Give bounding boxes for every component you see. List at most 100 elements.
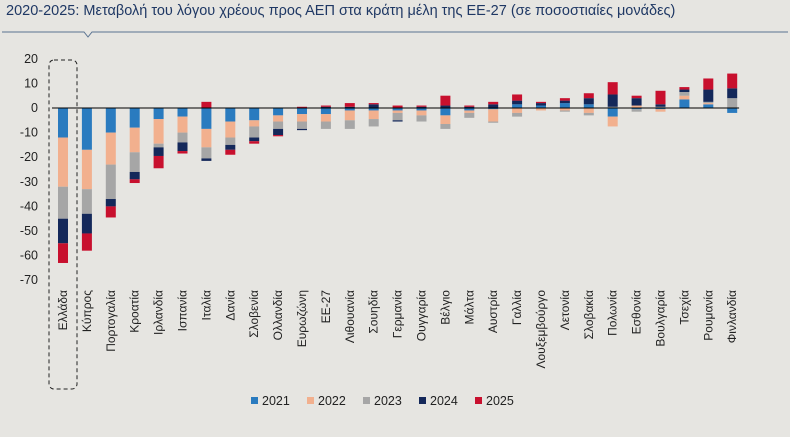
bar-segment: [153, 155, 164, 169]
bar-segment: [583, 104, 594, 108]
bar-segment: [559, 98, 570, 101]
y-tick-label: -70: [20, 273, 38, 287]
bar-segment: [105, 206, 116, 218]
bar-segment: [297, 121, 307, 129]
y-tick-label: -20: [20, 150, 38, 164]
bar-segment: [153, 143, 164, 148]
category-label: ΕΕ-27: [319, 290, 333, 324]
chart-title: 2020-2025: Μεταβολή του λόγου χρέους προ…: [6, 3, 676, 19]
bar-segment: [153, 108, 164, 120]
bar-segment: [368, 108, 379, 111]
bar-segment: [464, 112, 475, 118]
bar-segment: [344, 103, 355, 107]
bar-segment: [727, 73, 738, 89]
bar-segment: [583, 108, 594, 113]
bar-segment: [297, 106, 307, 108]
legend-label: 2024: [430, 394, 458, 408]
bar-segment: [320, 114, 331, 122]
bar-segment: [273, 108, 284, 116]
bar-segment: [344, 120, 355, 129]
bar-segment: [344, 108, 355, 111]
bar-segment: [177, 151, 188, 154]
bar-segment: [320, 105, 331, 107]
bar-segment: [583, 98, 594, 105]
bar-segment: [464, 108, 475, 111]
bar-segment: [583, 112, 594, 116]
bar-segment: [81, 108, 92, 150]
bar-segment: [344, 106, 355, 108]
bar-segment: [392, 110, 403, 113]
bar-segment: [631, 109, 642, 112]
bar-segment: [249, 137, 260, 142]
bar-segment: [416, 108, 427, 111]
bar-segment: [81, 233, 92, 251]
bar-segment: [559, 108, 570, 111]
bar-segment: [631, 108, 642, 110]
category-label: Αυστρία: [486, 290, 500, 333]
bar-segment: [225, 144, 236, 150]
bar-segment: [129, 171, 140, 180]
bar-segment: [416, 110, 427, 116]
bar-segment: [105, 108, 116, 133]
bar-segment: [81, 189, 92, 214]
bar-segment: [440, 95, 451, 106]
category-label: Λιθουανία: [343, 290, 357, 343]
bar-segment: [153, 147, 164, 156]
bar-segment: [273, 135, 284, 137]
bar-segment: [249, 108, 260, 121]
bar-segment: [703, 89, 714, 102]
bar-segment: [58, 108, 68, 138]
bar-segment: [679, 99, 690, 108]
legend-label: 2021: [262, 394, 290, 408]
bar-segment: [488, 104, 499, 108]
bar-segment: [727, 98, 738, 108]
bar-segment: [177, 116, 188, 133]
bar-segment: [177, 108, 188, 117]
category-label: Πορτογαλία: [104, 290, 118, 352]
bar-segment: [201, 158, 212, 161]
bar-segment: [249, 120, 260, 127]
bar-segment: [201, 108, 212, 129]
bar-segment: [512, 94, 523, 101]
bar-segment: [440, 123, 451, 129]
bar-segment: [703, 101, 714, 104]
bar-segment: [512, 100, 523, 105]
bar-segment: [368, 104, 379, 108]
category-label: Σλοβακία: [582, 290, 596, 339]
bar-segment: [297, 114, 307, 122]
bar-segment: [225, 137, 236, 145]
bar-segment: [536, 105, 546, 108]
bar-segment: [440, 105, 451, 108]
bar-segment: [201, 128, 212, 148]
category-label: Κροατία: [128, 290, 142, 333]
bar-segment: [536, 101, 546, 104]
bar-segment: [105, 164, 116, 200]
bar-segment: [129, 152, 140, 172]
bar-segment: [607, 116, 618, 127]
category-label: Ελλάδα: [56, 290, 70, 330]
bar-segment: [177, 132, 188, 143]
bar-segment: [58, 186, 68, 219]
bar-segment: [416, 115, 427, 122]
y-tick-label: 20: [24, 52, 38, 66]
bar-segment: [440, 108, 451, 116]
bar-segment: [320, 106, 331, 108]
y-tick-label: -60: [20, 249, 38, 263]
bar-segment: [703, 104, 714, 108]
bar-segment: [392, 112, 403, 121]
y-tick-label: -40: [20, 199, 38, 213]
bar-segment: [129, 179, 140, 184]
bar-segment: [368, 119, 379, 127]
legend-swatch: [419, 397, 426, 404]
bar-segment: [488, 101, 499, 105]
category-label: Βουλγαρία: [654, 290, 668, 347]
bar-segment: [249, 141, 260, 144]
category-label: Δανία: [223, 290, 237, 321]
category-label: Βέλγιο: [438, 290, 452, 325]
category-label: Ρουμανία: [701, 290, 715, 341]
category-label: Κύπρος: [80, 290, 94, 332]
bar-segment: [488, 121, 499, 123]
bar-segment: [512, 104, 523, 108]
category-label: Λουξεμβούργο: [534, 290, 548, 369]
